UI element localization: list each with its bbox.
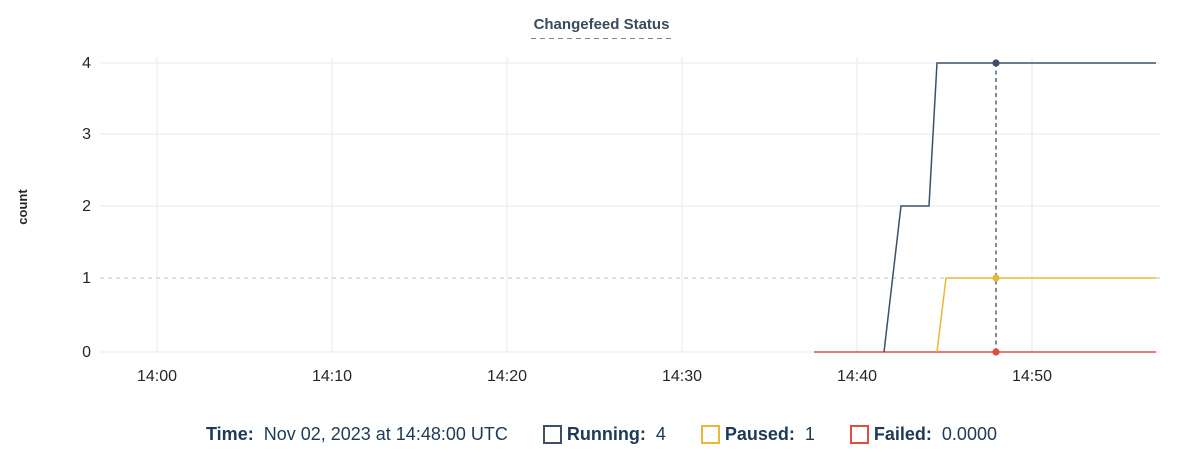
svg-text:14:20: 14:20 [487, 368, 527, 385]
svg-text:0: 0 [82, 344, 91, 361]
svg-text:14:00: 14:00 [137, 368, 177, 385]
svg-text:14:10: 14:10 [312, 368, 352, 385]
svg-text:14:40: 14:40 [837, 368, 877, 385]
svg-text:3: 3 [82, 126, 91, 143]
svg-text:4: 4 [82, 55, 91, 72]
svg-text:14:30: 14:30 [662, 368, 702, 385]
svg-text:14:50: 14:50 [1012, 368, 1052, 385]
svg-text:2: 2 [82, 198, 91, 215]
svg-text:1: 1 [82, 270, 91, 287]
svg-text:count: count [15, 189, 30, 225]
